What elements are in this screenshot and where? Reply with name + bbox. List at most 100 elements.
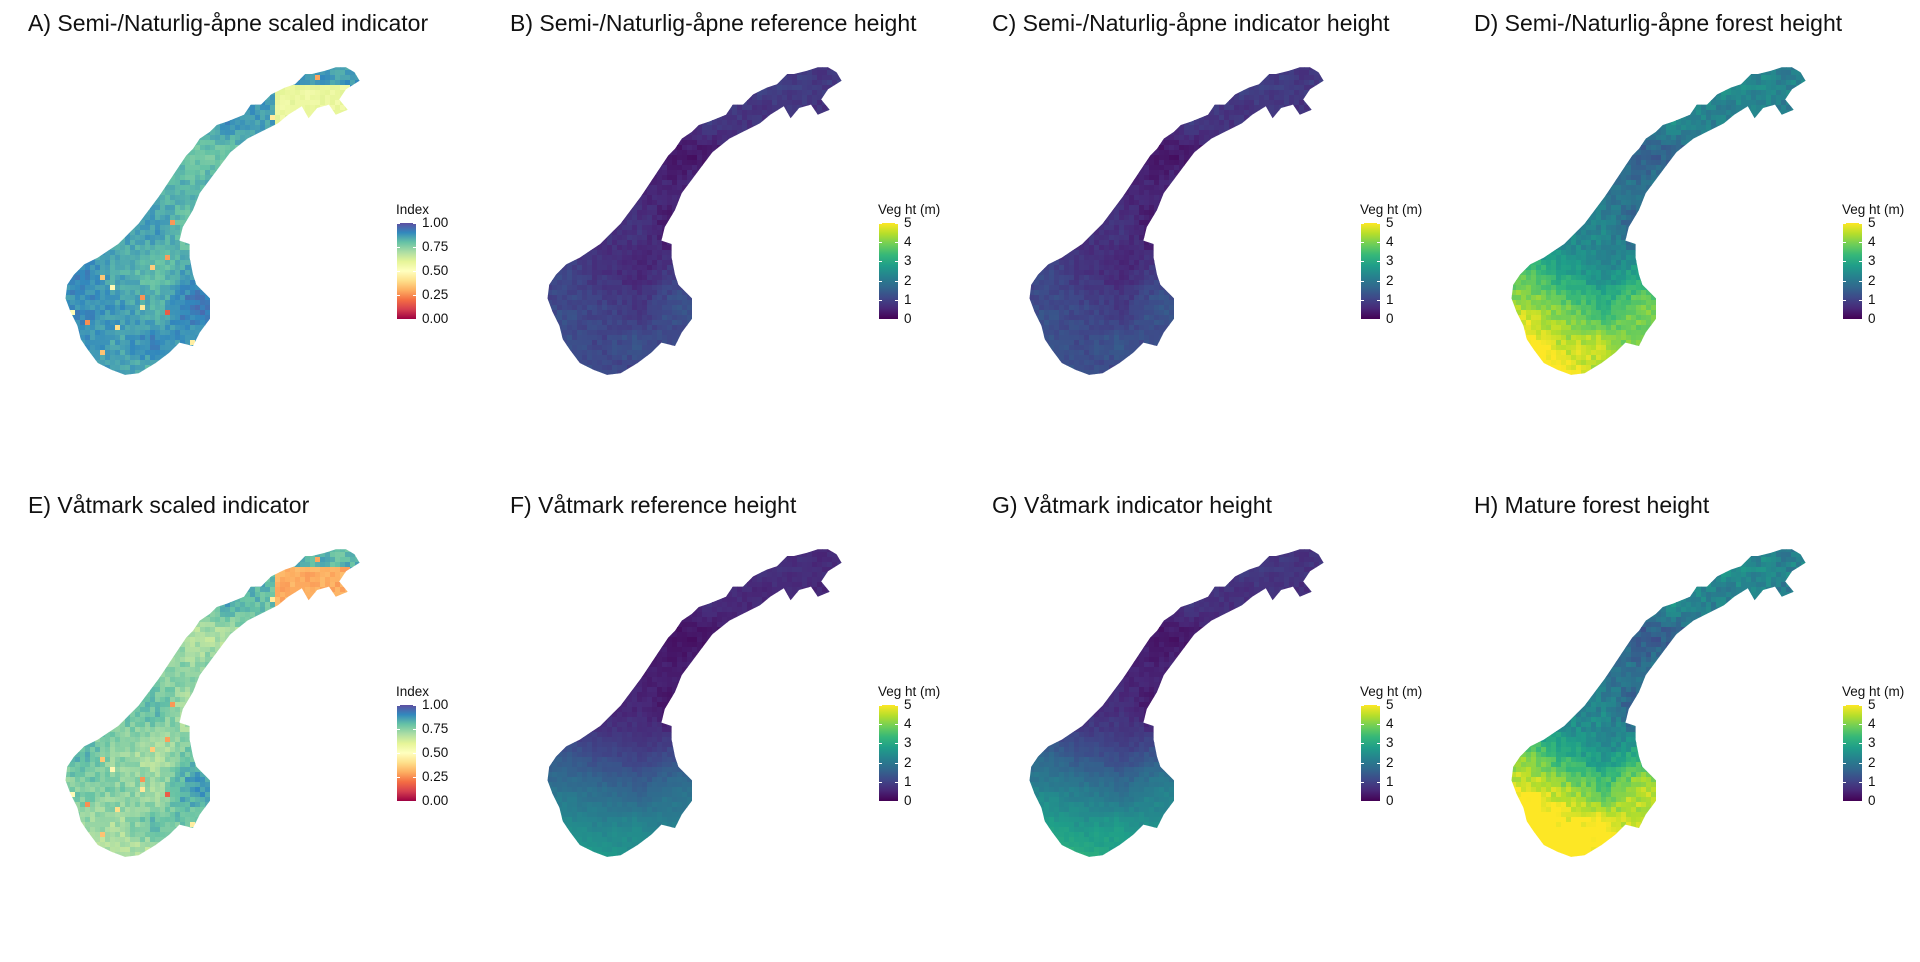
panel-title: A) Semi-/Naturlig-åpne scaled indicator (28, 10, 428, 37)
legend-tick-mark (879, 223, 882, 224)
legend-colorbar (879, 223, 898, 319)
legend-tick-label: 3 (1386, 254, 1394, 268)
legend-tick-mark (895, 261, 898, 263)
legend-tick-mark (895, 801, 898, 802)
legend-tick-mark (413, 753, 416, 754)
legend-tick-label: 2 (1386, 273, 1394, 288)
legend-tick-mark (397, 295, 400, 296)
legend-tick-mark (397, 753, 400, 754)
legend-title: Veg ht (m) (878, 202, 940, 217)
norway-map (482, 482, 962, 962)
legend-tick-label: 0.00 (422, 312, 448, 326)
legend-tick-label: 1 (904, 774, 912, 789)
map-raster (1511, 67, 1806, 375)
legend-tick-mark (879, 299, 882, 301)
map-panel-h: H) Mature forest height Veg ht (m) 5 4 3 2 1… (1446, 482, 1920, 962)
legend-colorbar (1843, 705, 1862, 801)
map-raster (65, 549, 360, 857)
legend-tick-label: 4 (904, 717, 912, 731)
legend-title: Veg ht (m) (1842, 684, 1904, 699)
legend-tick-mark (397, 223, 400, 224)
legend-tick-mark (1843, 223, 1846, 224)
legend-tick-mark (879, 743, 882, 745)
legend-tick-mark (879, 801, 882, 802)
legend-tick-mark (1859, 319, 1862, 320)
legend-tick-mark (1859, 781, 1862, 783)
color-legend: Veg ht (m) 5 4 3 2 1 0 (878, 684, 962, 814)
legend-tick-label: 5 (1868, 216, 1876, 230)
legend-title: Index (396, 684, 429, 699)
legend-tick-mark (1361, 319, 1364, 320)
legend-tick-mark (413, 319, 416, 320)
legend-tick-label: 2 (1868, 755, 1876, 770)
map-raster (1511, 549, 1806, 857)
color-legend: Veg ht (m) 5 4 3 2 1 0 (1360, 684, 1444, 814)
legend-tick-mark (1843, 762, 1846, 764)
map-cells (1029, 549, 1324, 857)
color-legend: Index 1.00 0.75 0.50 0.25 0.00 (396, 684, 480, 814)
legend-tick-label: 0.25 (422, 770, 448, 784)
legend-tick-mark (895, 319, 898, 320)
panel-title: F) Våtmark reference height (510, 492, 796, 519)
legend-tick-mark (1843, 705, 1846, 706)
legend-tick-mark (879, 762, 882, 764)
color-legend: Veg ht (m) 5 4 3 2 1 0 (1360, 202, 1444, 332)
legend-tick-mark (1843, 319, 1846, 320)
legend-colorbar (397, 223, 416, 319)
legend-tick-label: 0 (1386, 794, 1394, 808)
legend-tick-mark (1377, 242, 1380, 244)
panel-title: H) Mature forest height (1474, 492, 1709, 519)
legend-tick-mark (895, 781, 898, 783)
legend-tick-mark (1361, 724, 1364, 726)
legend-tick-mark (1361, 743, 1364, 745)
legend-tick-label: 0.00 (422, 794, 448, 808)
legend-tick-label: 0 (1386, 312, 1394, 326)
legend-tick-mark (1377, 762, 1380, 764)
legend-tick-label: 1.00 (422, 698, 448, 712)
legend-tick-label: 3 (904, 736, 912, 750)
map-cells (547, 549, 842, 857)
legend-tick-mark (397, 729, 400, 730)
legend-tick-mark (1361, 801, 1364, 802)
legend-tick-label: 1 (1868, 774, 1876, 789)
legend-title: Veg ht (m) (1360, 202, 1422, 217)
legend-tick-mark (1377, 743, 1380, 745)
legend-tick-mark (1361, 242, 1364, 244)
legend-tick-mark (879, 319, 882, 320)
legend-tick-mark (879, 705, 882, 706)
legend-tick-mark (413, 801, 416, 802)
legend-tick-label: 0.50 (422, 746, 448, 760)
legend-colorbar (879, 705, 898, 801)
legend-tick-mark (1859, 242, 1862, 244)
legend-tick-label: 3 (1868, 254, 1876, 268)
legend-tick-mark (413, 247, 416, 248)
legend-tick-mark (1361, 762, 1364, 764)
legend-tick-mark (1377, 705, 1380, 706)
legend-tick-label: 3 (904, 254, 912, 268)
legend-tick-mark (1843, 299, 1846, 301)
legend-tick-mark (413, 271, 416, 272)
legend-tick-mark (1361, 261, 1364, 263)
norway-map (1446, 482, 1920, 962)
legend-tick-mark (895, 299, 898, 301)
legend-tick-mark (895, 223, 898, 224)
legend-colorbar (1361, 705, 1380, 801)
legend-tick-label: 5 (1386, 216, 1394, 230)
map-cells (65, 67, 360, 375)
legend-tick-label: 2 (1386, 755, 1394, 770)
legend-tick-mark (879, 261, 882, 263)
legend-tick-label: 5 (1868, 698, 1876, 712)
legend-tick-mark (397, 319, 400, 320)
panel-title: B) Semi-/Naturlig-åpne reference height (510, 10, 917, 37)
map-panel-f: F) Våtmark reference height Veg ht (m) 5… (482, 482, 962, 962)
legend-tick-mark (413, 777, 416, 778)
map-raster (547, 549, 842, 857)
legend-tick-mark (397, 801, 400, 802)
legend-tick-mark (413, 705, 416, 706)
legend-tick-mark (1361, 781, 1364, 783)
norway-map (964, 0, 1444, 480)
map-panel-d: D) Semi-/Naturlig-åpne forest height Veg… (1446, 0, 1920, 480)
legend-tick-mark (895, 724, 898, 726)
map-panel-a: A) Semi-/Naturlig-åpne scaled indicator … (0, 0, 480, 480)
